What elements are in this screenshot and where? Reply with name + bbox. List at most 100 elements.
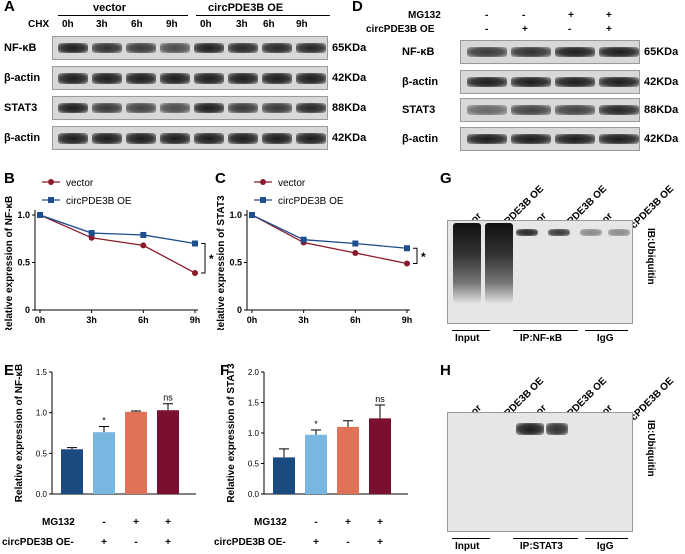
y-tick-label: 1.5: [248, 399, 260, 408]
condition-label: MG132: [254, 517, 287, 528]
data-point: [404, 260, 410, 267]
error-bar: [311, 429, 321, 435]
blot-band: [126, 133, 156, 144]
condition-sign: +: [165, 517, 171, 528]
panel-label-c: C: [215, 170, 226, 187]
error-bar: [99, 425, 109, 433]
panel-label-d: D: [352, 0, 363, 15]
group-label-oe: circPDE3B OE: [208, 2, 284, 14]
blot-band: [467, 47, 507, 57]
significance-mark: *: [209, 252, 214, 266]
y-tick-label: 1.5: [36, 368, 48, 377]
time-label: 6h: [131, 19, 143, 30]
row-label: NF-κB: [402, 46, 435, 58]
ib-label: IB:Ubiquitin: [645, 228, 656, 285]
mw-label: 88KDa: [644, 104, 679, 116]
condition-label: circPDE3B OE: [366, 24, 435, 35]
condition-sign: -: [522, 10, 526, 21]
blot-band: [160, 73, 190, 84]
blot-band: [599, 77, 639, 87]
panel-label-e: E: [4, 362, 15, 379]
legend-label: circPDE3B OE: [66, 196, 132, 207]
ip-blot-membrane: [447, 220, 633, 324]
legend-marker: [260, 197, 266, 203]
bar: [369, 418, 391, 494]
significance-mark: *: [102, 415, 106, 425]
group-label: IgG: [596, 541, 614, 552]
condition-sign: +: [165, 537, 171, 548]
row-label: STAT3: [4, 102, 38, 114]
bar-chart-f: 0.0 0.5 1.0 1.5 2.0 Relative expression of ST…: [214, 363, 408, 548]
blot-band: [194, 133, 224, 144]
mw-label: 42KDa: [644, 76, 679, 88]
x-tick-label: 0h: [247, 315, 258, 325]
bar: [273, 457, 295, 494]
blot-band: [296, 73, 326, 84]
blot-band: [296, 133, 326, 144]
time-label: 3h: [236, 19, 248, 30]
y-tick-label: 1.0: [36, 409, 48, 418]
group-underline: [452, 538, 490, 539]
condition-sign: -: [70, 517, 73, 528]
blot-band: [194, 43, 224, 53]
blot-band: [262, 103, 292, 113]
blot-strip: [52, 36, 328, 60]
data-point: [404, 245, 410, 252]
y-axis-label: Relative expression of STAT3: [216, 195, 227, 330]
y-tick-label: 0.5: [36, 449, 48, 458]
error-bar: [163, 403, 173, 411]
row-label: STAT3: [402, 104, 436, 116]
condition-label: circPDE3B OE: [2, 537, 71, 548]
blot-band: [126, 103, 156, 113]
bar: [93, 432, 115, 494]
blot-strip: [52, 96, 328, 120]
condition-sign: -: [485, 24, 489, 35]
blot-strip: [460, 40, 640, 64]
group-underline: [585, 330, 628, 331]
significance-bracket: [413, 247, 418, 264]
significance-mark: *: [421, 250, 426, 264]
data-point: [88, 234, 95, 241]
input-smear: [485, 223, 513, 303]
condition-sign: -: [346, 537, 349, 548]
blot-band: [296, 43, 326, 53]
panel-label-h: H: [440, 362, 451, 379]
condition-sign: +: [568, 10, 574, 21]
chx-label: CHX: [28, 19, 50, 30]
condition-label: circPDE3B OE: [214, 537, 283, 548]
blot-band: [262, 73, 292, 84]
data-point: [140, 231, 147, 238]
panel-label-b: B: [4, 170, 15, 187]
y-tick-label: 0.0: [36, 490, 48, 499]
x-tick-label: 3h: [86, 315, 97, 325]
condition-sign: +: [606, 24, 612, 35]
group-label: IP:STAT3: [519, 541, 563, 552]
blot-band: [228, 73, 258, 84]
line-chart-c: 0 0.5 1.0 0h 3h 6h 9h Relative expression of ST…: [216, 178, 426, 330]
time-label: 0h: [62, 19, 74, 30]
blot-band: [555, 47, 595, 57]
ip-band: [580, 229, 602, 236]
condition-sign: -: [282, 537, 285, 548]
blot-band: [555, 134, 595, 144]
row-label: NF-κB: [4, 42, 37, 54]
ip-blot-membrane: [447, 412, 633, 532]
ib-label: IB:Ubiquitin: [645, 420, 656, 477]
blot-band: [194, 73, 224, 84]
error-bar: [279, 448, 289, 458]
y-tick-label: 2.0: [248, 368, 260, 377]
blot-band: [58, 73, 88, 84]
blot-strip: [460, 98, 640, 122]
group-underline-oe: [196, 15, 330, 16]
data-point: [37, 212, 43, 218]
blot-band: [228, 103, 258, 113]
condition-sign: +: [377, 537, 383, 548]
bar: [305, 434, 327, 494]
y-tick-label: 0.5: [17, 258, 30, 268]
group-underline: [585, 538, 628, 539]
y-tick-label: 0.5: [248, 460, 260, 469]
group-label: Input: [455, 541, 480, 552]
y-axis-label: Relative expression of NF-κB: [4, 196, 15, 330]
blot-band: [599, 105, 639, 115]
blot-band: [58, 103, 88, 113]
